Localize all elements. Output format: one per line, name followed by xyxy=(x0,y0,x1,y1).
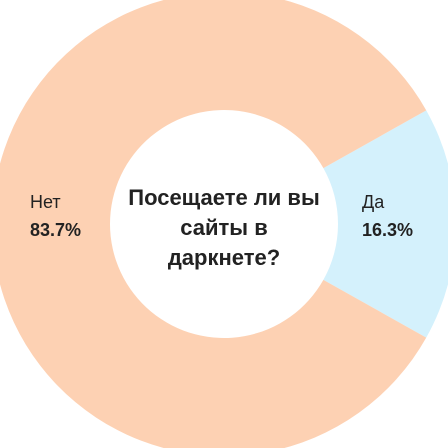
chart-title: Посещаете ли вы сайты в даркнете? xyxy=(128,185,320,270)
value-label: 16.3% xyxy=(362,220,414,240)
slice-label: Нет 83.7% xyxy=(30,188,81,244)
category-label: Да xyxy=(362,192,385,212)
slice-label: Да 16.3% xyxy=(362,188,413,244)
slice xyxy=(323,110,448,338)
category-label: Нет xyxy=(30,192,61,212)
value-label: 83.7% xyxy=(30,220,82,240)
slice xyxy=(0,0,427,448)
